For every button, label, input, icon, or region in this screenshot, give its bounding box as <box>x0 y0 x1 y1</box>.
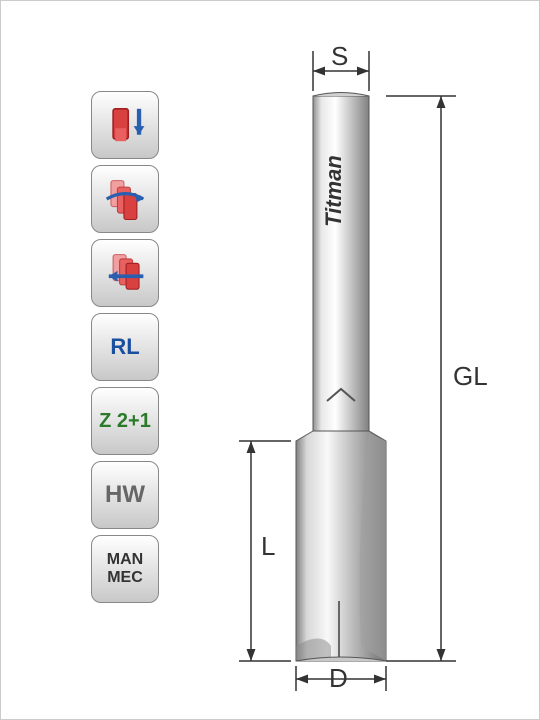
badge-z21-text: Z 2+1 <box>99 410 151 433</box>
badge-manmec: MAN MEC <box>91 535 159 603</box>
brand-text: Titman <box>321 155 346 227</box>
badge-rl: RL <box>91 313 159 381</box>
badge-hw-text: HW <box>105 481 145 509</box>
badge-hw: HW <box>91 461 159 529</box>
badge-man-line: MAN <box>107 551 143 569</box>
dim-L: L <box>261 531 275 562</box>
badge-plunge-icon <box>91 91 159 159</box>
badge-lateral-icon <box>91 239 159 307</box>
badge-z21: Z 2+1 <box>91 387 159 455</box>
dim-GL: GL <box>453 361 488 392</box>
badge-manmec-text: MAN MEC <box>107 551 143 586</box>
dim-S: S <box>331 41 348 72</box>
dim-D: D <box>329 663 348 694</box>
badge-multi-pass-icon <box>91 165 159 233</box>
router-bit-diagram: Titman S GL L D <box>231 31 521 691</box>
badge-mec-line: MEC <box>107 569 143 587</box>
badges-column: RL Z 2+1 HW MAN MEC <box>91 91 159 603</box>
badge-rl-text: RL <box>110 334 139 360</box>
